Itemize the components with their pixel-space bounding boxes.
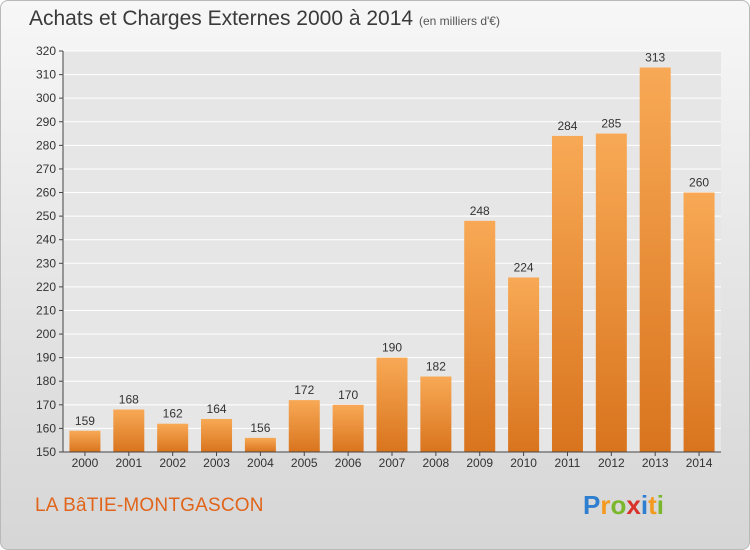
data-label: 168	[119, 393, 139, 407]
bars: 159 168 162 164 156 172 170 190 182 248 224 284 285 3…	[69, 51, 715, 452]
data-label: 156	[250, 421, 270, 435]
logo-letter: i	[640, 490, 649, 520]
x-tick-label: 2003	[203, 456, 230, 470]
x-tick-label: 2006	[335, 456, 362, 470]
data-label: 190	[382, 341, 402, 355]
data-label: 162	[163, 407, 183, 421]
bar	[420, 376, 452, 452]
logo-letter: x	[626, 490, 641, 520]
data-label: 172	[294, 383, 314, 397]
data-label: 284	[557, 119, 577, 133]
y-tick-label: 280	[36, 138, 56, 152]
y-tick-label: 250	[36, 209, 56, 223]
y-tick-label: 240	[36, 233, 56, 247]
x-tick-label: 2014	[686, 456, 713, 470]
axes: 150 160 170 180 190 200 210 220 230 240 250 260 270 2…	[36, 44, 721, 470]
x-tick-label: 2013	[642, 456, 669, 470]
logo-letter: t	[648, 490, 657, 520]
y-tick-label: 200	[36, 327, 56, 341]
bar	[113, 409, 145, 452]
bar	[508, 277, 540, 452]
y-tick-label: 300	[36, 91, 56, 105]
y-tick-label: 230	[36, 256, 56, 270]
bar	[288, 400, 320, 452]
data-label: 285	[601, 117, 621, 131]
data-label: 182	[426, 360, 446, 374]
logo-letter: P	[583, 490, 601, 520]
bar	[244, 437, 276, 452]
y-tick-label: 170	[36, 398, 56, 412]
bar	[639, 67, 671, 452]
bar	[201, 418, 233, 452]
x-tick-label: 2007	[379, 456, 406, 470]
y-tick-label: 160	[36, 421, 56, 435]
bar	[157, 423, 189, 452]
bar	[551, 135, 583, 452]
chart-title: Achats et Charges Externes 2000 à 2014	[29, 7, 414, 30]
x-tick-label: 2001	[115, 456, 142, 470]
place-name: LA BâTIE-MONTGASCON	[35, 495, 264, 516]
logo-letter: r	[600, 490, 611, 520]
y-tick-label: 210	[36, 303, 56, 317]
bar	[464, 220, 496, 452]
bar	[69, 430, 101, 452]
proxiti-logo: Proxiti	[583, 490, 664, 521]
y-tick-label: 220	[36, 280, 56, 294]
x-tick-label: 2005	[291, 456, 318, 470]
data-label: 170	[338, 388, 358, 402]
y-tick-label: 310	[36, 68, 56, 82]
bar	[683, 192, 715, 452]
x-tick-label: 2000	[72, 456, 99, 470]
x-tick-label: 2011	[555, 456, 581, 470]
y-tick-label: 290	[36, 115, 56, 129]
bar	[376, 357, 408, 452]
y-tick-label: 150	[36, 445, 56, 459]
data-label: 248	[470, 204, 490, 218]
chart-subtitle: (en milliers d'€)	[419, 14, 500, 28]
data-label: 159	[75, 414, 95, 428]
y-tick-label: 260	[36, 186, 56, 200]
data-label: 224	[514, 260, 534, 274]
data-label: 313	[645, 51, 665, 65]
x-tick-label: 2010	[510, 456, 537, 470]
y-tick-label: 180	[36, 374, 56, 388]
x-tick-label: 2008	[423, 456, 450, 470]
logo-letter: o	[610, 490, 627, 520]
y-tick-label: 320	[36, 44, 56, 58]
y-tick-label: 190	[36, 351, 56, 365]
x-tick-label: 2002	[159, 456, 186, 470]
bar	[332, 404, 364, 452]
x-tick-label: 2004	[247, 456, 274, 470]
x-tick-label: 2009	[466, 456, 493, 470]
logo-letter: i	[656, 490, 664, 520]
y-tick-label: 270	[36, 162, 56, 176]
x-tick-label: 2012	[598, 456, 625, 470]
bar	[595, 133, 627, 452]
data-label: 164	[207, 402, 227, 416]
data-label: 260	[689, 176, 709, 190]
